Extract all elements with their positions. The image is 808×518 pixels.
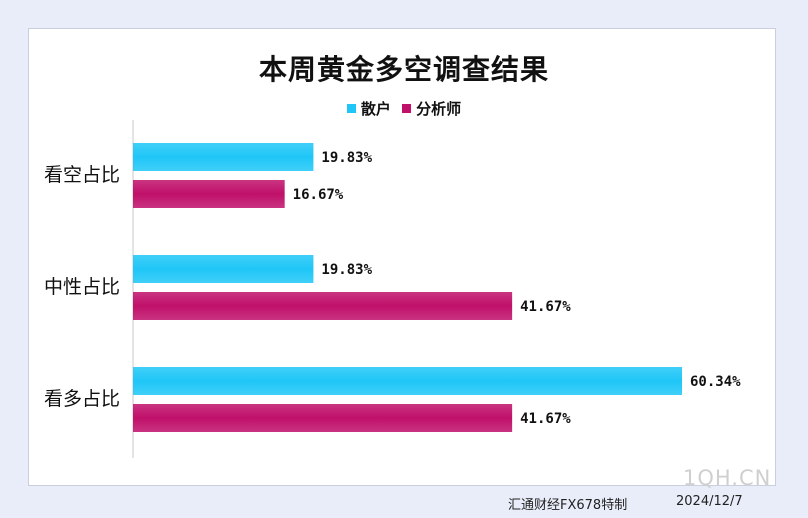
legend: 散户 分析师	[0, 98, 808, 119]
bar-analyst	[133, 404, 513, 432]
bar-analyst	[133, 292, 513, 320]
data-label: 19.83%	[321, 262, 372, 278]
legend-swatch-analyst	[402, 104, 412, 113]
footer-date: 2024/12/7	[676, 494, 743, 509]
bar-retail	[133, 143, 314, 171]
legend-label-retail: 散户	[360, 100, 391, 118]
footer-credit: 汇通财经FX678特制	[508, 498, 628, 513]
legend-item-retail: 散户	[346, 98, 391, 119]
data-label: 19.83%	[321, 150, 372, 166]
data-label: 41.67%	[520, 411, 571, 427]
bar-retail	[133, 255, 314, 283]
legend-label-analyst: 分析师	[416, 100, 462, 118]
data-label: 60.34%	[690, 374, 741, 390]
category-label: 看空占比	[44, 164, 120, 186]
data-label: 41.67%	[520, 299, 571, 315]
chart-title: 本周黄金多空调查结果	[258, 53, 549, 86]
legend-swatch-retail	[346, 104, 356, 113]
category-label: 看多占比	[44, 388, 120, 410]
legend-item-analyst: 分析师	[402, 98, 461, 119]
watermark: 1QH.CN	[683, 466, 772, 490]
category-label: 中性占比	[44, 276, 120, 298]
data-label: 16.67%	[293, 187, 344, 203]
bar-retail	[133, 367, 682, 395]
bar-analyst	[133, 180, 285, 208]
